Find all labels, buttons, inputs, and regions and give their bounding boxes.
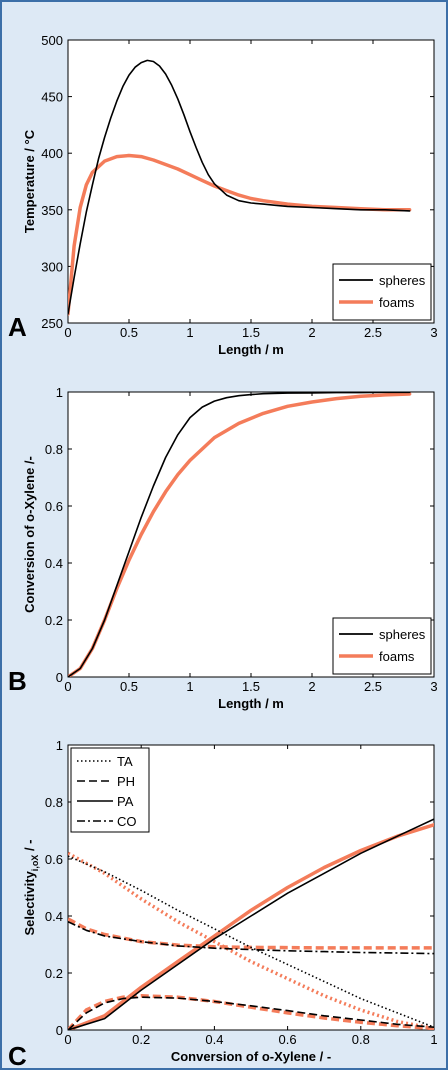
- x-tick-label: 0: [64, 679, 71, 694]
- legend-label: PH: [117, 774, 135, 789]
- y-axis-label: Conversion of o-Xylene /-: [22, 456, 37, 613]
- series-line-foams: [68, 153, 412, 316]
- x-tick-label: 2: [308, 679, 315, 694]
- x-tick-label: 3: [430, 679, 437, 694]
- x-tick-label: 1: [186, 325, 193, 340]
- legend-label: spheres: [379, 273, 426, 288]
- series-line-co: [68, 920, 434, 955]
- y-tick-label: 0.4: [45, 909, 63, 924]
- legend-label: foams: [379, 295, 415, 310]
- legend-label: spheres: [379, 627, 426, 642]
- y-tick-label: 300: [41, 259, 63, 274]
- legend-label: TA: [117, 754, 133, 769]
- series-line-pa: [68, 818, 434, 1030]
- y-tick-label: 400: [41, 146, 63, 161]
- legend: spheres foams: [332, 617, 432, 675]
- y-axis-label: Selectivityi,oX / -: [22, 839, 40, 935]
- x-tick-label: 1: [186, 679, 193, 694]
- y-tick-label: 0.8: [45, 795, 63, 810]
- series-line-ph: [68, 996, 434, 1030]
- y-axis-label: Temperature / °C: [22, 129, 37, 233]
- y-tick-label: 0: [56, 1023, 63, 1038]
- y-tick-label: 0.8: [45, 442, 63, 457]
- x-tick-label: 2.5: [364, 679, 382, 694]
- x-tick-label: 0: [64, 1032, 71, 1047]
- x-tick-label: 0.8: [352, 1032, 370, 1047]
- x-tick-label: 0: [64, 325, 71, 340]
- x-tick-label: 0.5: [120, 325, 138, 340]
- legend-label: foams: [379, 649, 415, 664]
- x-axis-label: Length / m: [218, 342, 284, 357]
- series-group: [68, 392, 412, 677]
- series-line-pa-foams: [68, 823, 434, 1030]
- series-line-ta-foams: [68, 851, 434, 1030]
- legend-label: CO: [117, 814, 137, 829]
- panel-letter: C: [8, 1041, 27, 1070]
- y-tick-label: 350: [41, 203, 63, 218]
- x-axis-label: Conversion of o-Xylene / -: [171, 1049, 331, 1064]
- y-tick-label: 1: [56, 385, 63, 400]
- y-tick-label: 0.4: [45, 556, 63, 571]
- legend: spheres foams: [332, 263, 432, 321]
- chart-panel-a: 0 0.5 1 1.5 2 2.5 3 250 300 350 400 450 500 Length / …: [8, 33, 438, 357]
- x-tick-label: 0.4: [205, 1032, 223, 1047]
- series-line-co-foams: [68, 917, 434, 950]
- legend-box: [332, 617, 432, 675]
- y-tick-label: 450: [41, 90, 63, 105]
- x-tick-label: 1.5: [242, 679, 260, 694]
- y-tick-label: 0.6: [45, 852, 63, 867]
- series-line-spheres: [68, 392, 411, 677]
- x-axis-label: Length / m: [218, 696, 284, 711]
- series-group: [68, 818, 434, 1030]
- y-tick-label: 500: [41, 33, 63, 48]
- legend-label: PA: [117, 794, 134, 809]
- y-tick-label: 0.2: [45, 613, 63, 628]
- panel-letter: A: [8, 312, 27, 342]
- x-tick-label: 0.6: [279, 1032, 297, 1047]
- y-tick-label: 250: [41, 316, 63, 331]
- panel-letter: B: [8, 666, 27, 696]
- x-tick-label: 2.5: [364, 325, 382, 340]
- x-tick-label: 0.2: [132, 1032, 150, 1047]
- legend-box: [70, 747, 150, 833]
- y-tick-label: 0.6: [45, 499, 63, 514]
- series-line-ta: [68, 855, 434, 1028]
- legend: TA PH PA CO: [70, 747, 150, 833]
- x-tick-label: 2: [308, 325, 315, 340]
- series-group: [68, 59, 412, 316]
- y-tick-label: 1: [56, 738, 63, 753]
- x-tick-label: 1: [430, 1032, 437, 1047]
- legend-box: [332, 263, 432, 321]
- y-tick-label: 0: [56, 670, 63, 685]
- chart-panel-c: 0 0.2 0.4 0.6 0.8 1 0 0.2 0.4 0.6 0.8 1 Conversion o…: [8, 738, 438, 1070]
- chart-panel-b: 0 0.5 1 1.5 2 2.5 3 0 0.2 0.4 0.6 0.8 1 Length / m Con…: [8, 385, 438, 711]
- series-line-spheres: [68, 59, 411, 315]
- x-tick-label: 1.5: [242, 325, 260, 340]
- x-tick-label: 0.5: [120, 679, 138, 694]
- y-tick-label: 0.2: [45, 966, 63, 981]
- x-tick-label: 3: [430, 325, 437, 340]
